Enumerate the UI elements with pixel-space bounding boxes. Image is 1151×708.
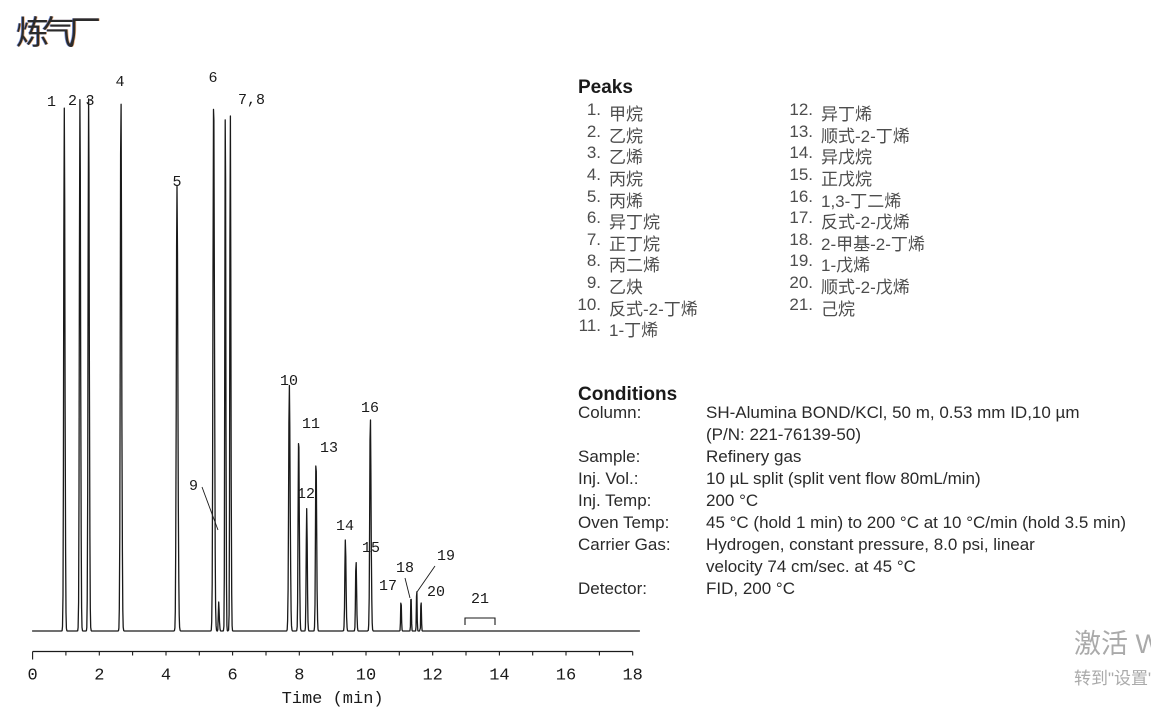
svg-text:2: 2 [94,667,104,686]
svg-text:5: 5 [172,174,181,191]
svg-text:0: 0 [27,667,37,686]
svg-text:15: 15 [362,540,380,557]
svg-text:16: 16 [556,667,576,686]
svg-text:7,8: 7,8 [238,92,265,109]
svg-text:9: 9 [189,478,198,495]
svg-text:11: 11 [302,416,320,433]
svg-text:4: 4 [161,667,171,686]
svg-text:19: 19 [437,548,455,565]
svg-text:10: 10 [356,667,376,686]
svg-text:3: 3 [85,93,94,110]
svg-text:16: 16 [361,400,379,417]
svg-text:6: 6 [227,667,237,686]
svg-text:20: 20 [427,584,445,601]
svg-text:12: 12 [422,667,442,686]
svg-text:18: 18 [396,560,414,577]
svg-text:13: 13 [320,440,338,457]
svg-text:2: 2 [68,93,77,110]
svg-text:17: 17 [379,578,397,595]
svg-text:14: 14 [489,667,509,686]
svg-text:4: 4 [115,74,124,91]
svg-text:6: 6 [208,70,217,87]
svg-text:21: 21 [471,591,489,608]
svg-text:12: 12 [297,486,315,503]
svg-text:8: 8 [294,667,304,686]
svg-text:14: 14 [336,518,354,535]
svg-text:1: 1 [47,94,56,111]
svg-text:Time (min): Time (min) [282,690,384,708]
svg-text:18: 18 [622,667,642,686]
svg-text:10: 10 [280,373,298,390]
